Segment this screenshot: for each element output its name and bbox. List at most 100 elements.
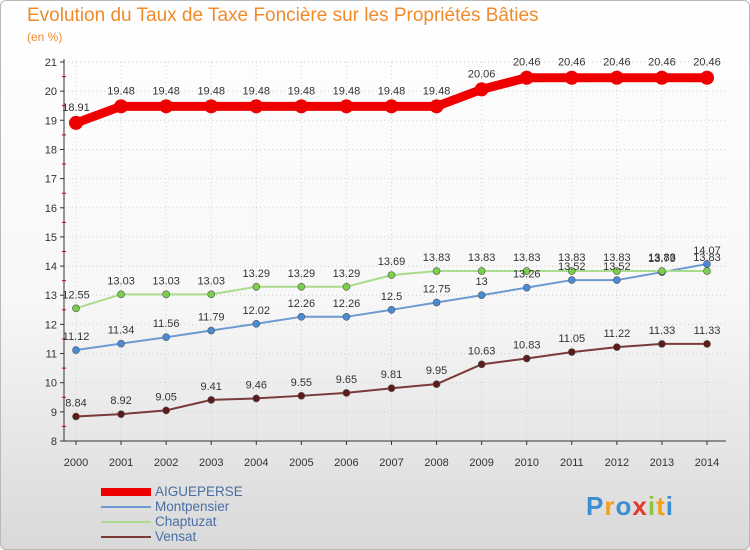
data-point-aigueperse xyxy=(654,70,669,85)
data-point-chaptuzat xyxy=(162,290,170,299)
legend-item-montpensier: Montpensier xyxy=(101,499,243,514)
legend-label-vensat: Vensat xyxy=(155,529,197,544)
data-point-montpensier xyxy=(117,339,125,348)
data-point-vensat xyxy=(387,384,396,393)
logo-letter: i xyxy=(665,491,674,521)
data-point-vensat xyxy=(658,340,666,348)
data-label-montpensier: 12.26 xyxy=(288,298,316,310)
data-label-chaptuzat: 13.83 xyxy=(648,252,676,264)
data-label-chaptuzat: 13.83 xyxy=(693,252,721,264)
y-tick-label: 17 xyxy=(45,174,57,186)
data-point-vensat xyxy=(477,360,486,369)
data-point-chaptuzat xyxy=(207,290,216,299)
logo-letter: P xyxy=(586,491,605,521)
data-label-vensat: 11.05 xyxy=(558,333,585,345)
x-tick-label: 2011 xyxy=(560,457,584,469)
data-point-vensat xyxy=(207,396,216,404)
data-label-chaptuzat: 13.29 xyxy=(288,268,316,280)
data-label-aigueperse: 20.46 xyxy=(603,57,631,69)
data-label-chaptuzat: 13.03 xyxy=(152,275,180,287)
data-point-aigueperse xyxy=(609,70,624,85)
data-label-chaptuzat: 13.69 xyxy=(378,256,406,268)
x-tick-label: 2007 xyxy=(379,457,403,469)
data-point-montpensier xyxy=(613,276,621,284)
data-label-chaptuzat: 13.83 xyxy=(468,252,496,264)
data-point-aigueperse xyxy=(564,70,579,85)
logo-letter: x xyxy=(632,491,648,521)
data-point-vensat xyxy=(162,406,170,415)
data-label-montpensier: 13.26 xyxy=(513,269,541,281)
data-label-aigueperse: 19.48 xyxy=(152,85,180,97)
proxiti-logo: Proxiti xyxy=(586,491,674,522)
data-label-vensat: 9.05 xyxy=(155,391,176,403)
data-label-montpensier: 11.79 xyxy=(198,312,225,324)
data-label-aigueperse: 19.48 xyxy=(197,85,225,97)
legend-item-chaptuzat: Chaptuzat xyxy=(101,514,243,529)
data-label-montpensier: 14.07 xyxy=(693,245,721,257)
data-label-vensat: 8.84 xyxy=(65,398,86,410)
data-label-vensat: 9.81 xyxy=(381,369,402,381)
data-point-montpensier xyxy=(207,326,216,335)
data-point-chaptuzat xyxy=(703,267,711,275)
data-point-vensat xyxy=(613,343,621,351)
data-point-aigueperse xyxy=(114,99,129,114)
logo-letter: r xyxy=(604,491,616,521)
data-point-aigueperse xyxy=(159,99,174,114)
y-tick-label: 8 xyxy=(51,436,57,448)
data-label-chaptuzat: 13.83 xyxy=(558,252,586,264)
data-label-vensat: 11.33 xyxy=(694,325,721,337)
data-label-vensat: 11.22 xyxy=(603,328,630,340)
data-label-aigueperse: 20.46 xyxy=(558,57,586,69)
data-point-vensat xyxy=(567,348,576,356)
data-label-aigueperse: 19.48 xyxy=(378,85,406,97)
data-point-montpensier xyxy=(342,313,351,321)
data-point-chaptuzat xyxy=(658,267,666,275)
data-point-chaptuzat xyxy=(117,290,125,299)
legend-swatch-aigueperse xyxy=(101,487,151,496)
x-tick-label: 2002 xyxy=(154,457,178,469)
data-label-vensat: 9.55 xyxy=(291,377,312,389)
legend: AIGUEPERSE Montpensier Chaptuzat Vensat xyxy=(101,484,243,544)
data-label-montpensier: 13.79 xyxy=(648,253,676,265)
x-tick-label: 2014 xyxy=(695,457,719,469)
data-label-aigueperse: 19.48 xyxy=(288,85,316,97)
data-point-montpensier xyxy=(162,333,170,342)
x-tick-label: 2006 xyxy=(334,457,358,469)
data-label-chaptuzat: 13.29 xyxy=(243,268,271,280)
x-tick-label: 2009 xyxy=(469,457,493,469)
y-tick-label: 16 xyxy=(45,203,57,215)
data-label-vensat: 10.83 xyxy=(513,339,541,351)
data-point-montpensier xyxy=(567,276,576,284)
logo-letter: i xyxy=(647,491,657,521)
legend-swatch-chaptuzat xyxy=(101,520,151,523)
legend-label-aigueperse: AIGUEPERSE xyxy=(155,484,243,499)
data-point-aigueperse xyxy=(339,99,354,114)
legend-swatch-montpensier xyxy=(101,505,151,508)
data-label-aigueperse: 18.91 xyxy=(62,102,90,114)
x-tick-label: 2013 xyxy=(650,457,674,469)
y-tick-label: 11 xyxy=(46,349,57,361)
legend-item-aigueperse: AIGUEPERSE xyxy=(101,484,243,499)
data-label-montpensier: 11.12 xyxy=(63,331,90,343)
y-tick-label: 13 xyxy=(45,290,57,302)
x-tick-label: 2001 xyxy=(109,457,133,469)
data-point-chaptuzat xyxy=(477,267,486,275)
y-tick-label: 10 xyxy=(45,378,57,390)
data-point-chaptuzat xyxy=(297,282,306,291)
data-point-montpensier xyxy=(432,298,441,307)
data-label-aigueperse: 20.46 xyxy=(648,57,676,69)
x-tick-label: 2000 xyxy=(64,457,88,469)
data-point-vensat xyxy=(522,354,531,363)
data-label-vensat: 9.46 xyxy=(246,379,267,391)
data-point-montpensier xyxy=(387,306,396,314)
y-tick-label: 12 xyxy=(45,319,57,331)
data-label-aigueperse: 19.48 xyxy=(423,85,451,97)
data-point-vensat xyxy=(703,340,711,348)
data-label-montpensier: 12.5 xyxy=(381,291,402,303)
data-point-chaptuzat xyxy=(432,267,441,275)
data-point-vensat xyxy=(252,394,261,403)
data-point-montpensier xyxy=(522,283,531,292)
data-label-vensat: 11.33 xyxy=(649,325,676,337)
x-tick-label: 2010 xyxy=(514,457,538,469)
